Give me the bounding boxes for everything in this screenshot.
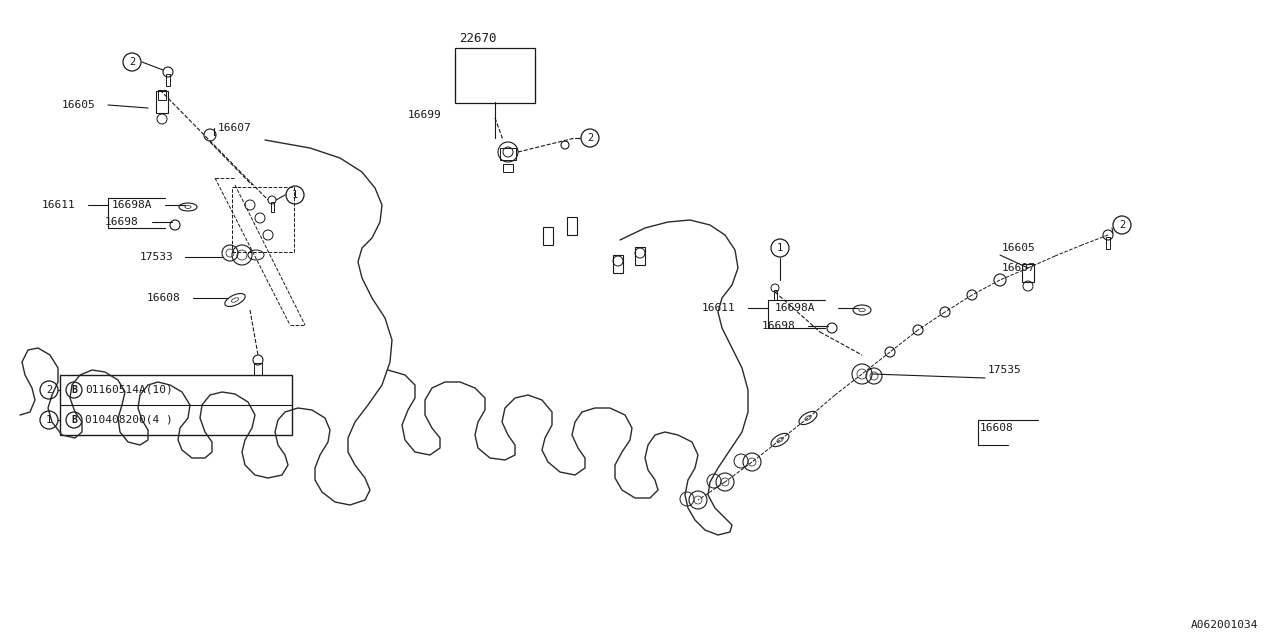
Text: 22670: 22670	[460, 31, 497, 45]
Bar	[156, 91, 168, 113]
Text: 17535: 17535	[988, 365, 1021, 375]
Text: 01160514A(10): 01160514A(10)	[84, 385, 173, 395]
Bar	[543, 227, 553, 245]
Bar	[253, 363, 262, 375]
Bar	[60, 375, 292, 435]
Text: 1: 1	[46, 415, 52, 425]
Text: 16607: 16607	[1002, 263, 1036, 273]
Bar	[157, 90, 166, 100]
Text: 16699: 16699	[408, 110, 442, 120]
Text: 16608: 16608	[980, 423, 1014, 433]
Bar	[613, 255, 623, 273]
Text: 16605: 16605	[1002, 243, 1036, 253]
Text: 2: 2	[46, 385, 52, 395]
Bar	[270, 202, 274, 212]
Bar	[166, 74, 170, 86]
Text: 16698A: 16698A	[113, 200, 152, 210]
Text: 16611: 16611	[42, 200, 76, 210]
Text: 16605: 16605	[61, 100, 96, 110]
Bar	[1021, 264, 1034, 282]
Bar	[503, 164, 513, 172]
Text: 16607: 16607	[218, 123, 252, 133]
Bar	[500, 148, 516, 160]
Bar	[567, 217, 577, 235]
Text: 1: 1	[292, 190, 298, 200]
Text: 2: 2	[586, 133, 593, 143]
Text: 17533: 17533	[140, 252, 174, 262]
Text: 1: 1	[777, 243, 783, 253]
Text: 16698A: 16698A	[774, 303, 815, 313]
Bar	[1106, 237, 1110, 249]
Bar	[773, 290, 777, 300]
Text: 010408200(4 ): 010408200(4 )	[84, 415, 173, 425]
Text: B: B	[72, 385, 77, 395]
Text: 16611: 16611	[701, 303, 736, 313]
Text: 16698: 16698	[105, 217, 138, 227]
Text: 2: 2	[1119, 220, 1125, 230]
Text: B: B	[72, 415, 77, 425]
Text: 2: 2	[129, 57, 136, 67]
Bar	[635, 247, 645, 265]
Text: 16608: 16608	[147, 293, 180, 303]
Text: A062001034: A062001034	[1190, 620, 1258, 630]
Text: 16698: 16698	[762, 321, 796, 331]
Bar	[454, 48, 535, 103]
